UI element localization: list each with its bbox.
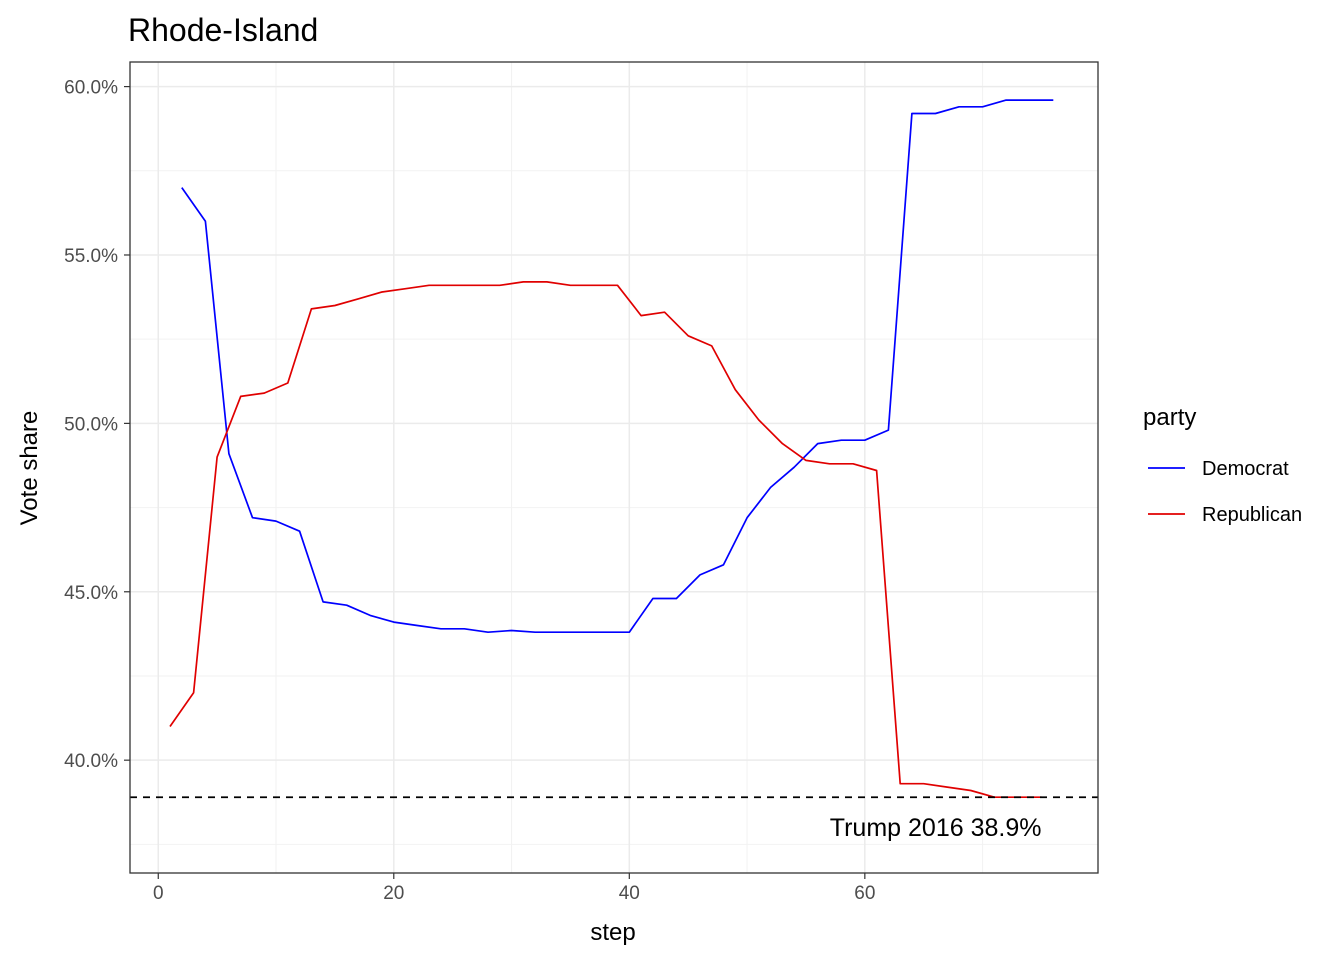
- y-tick-label: 55.0%: [64, 246, 118, 267]
- minor-gridlines: [130, 62, 1098, 873]
- series-layer: [169, 99, 1054, 799]
- y-axis-title: Vote share: [16, 411, 43, 526]
- x-tick-label: 0: [153, 883, 164, 904]
- x-axis-title: step: [590, 919, 635, 946]
- series-line-republican: [169, 281, 1042, 799]
- y-tick-label: 45.0%: [64, 583, 118, 604]
- reference-layer: Trump 2016 38.9%: [130, 796, 1098, 842]
- y-tick-label: 40.0%: [64, 751, 118, 772]
- reference-annotation: Trump 2016 38.9%: [830, 814, 1042, 842]
- x-axis: 0 20 40 60: [153, 873, 875, 904]
- y-tick-label: 60.0%: [64, 78, 118, 99]
- legend-title: party: [1143, 404, 1196, 431]
- plot-panel-border: [129, 61, 1099, 874]
- series-line-democrat: [181, 99, 1054, 634]
- legend-label-republican: Republican: [1202, 504, 1302, 526]
- x-tick-label: 40: [619, 883, 640, 904]
- chart-title: Rhode-Island: [128, 12, 318, 48]
- y-tick-label: 50.0%: [64, 414, 118, 435]
- legend: party Democrat Republican: [1143, 404, 1302, 526]
- legend-label-democrat: Democrat: [1202, 458, 1289, 480]
- x-tick-label: 20: [383, 883, 404, 904]
- y-axis: 40.0% 45.0% 50.0% 55.0% 60.0%: [64, 78, 130, 772]
- x-tick-label: 60: [854, 883, 875, 904]
